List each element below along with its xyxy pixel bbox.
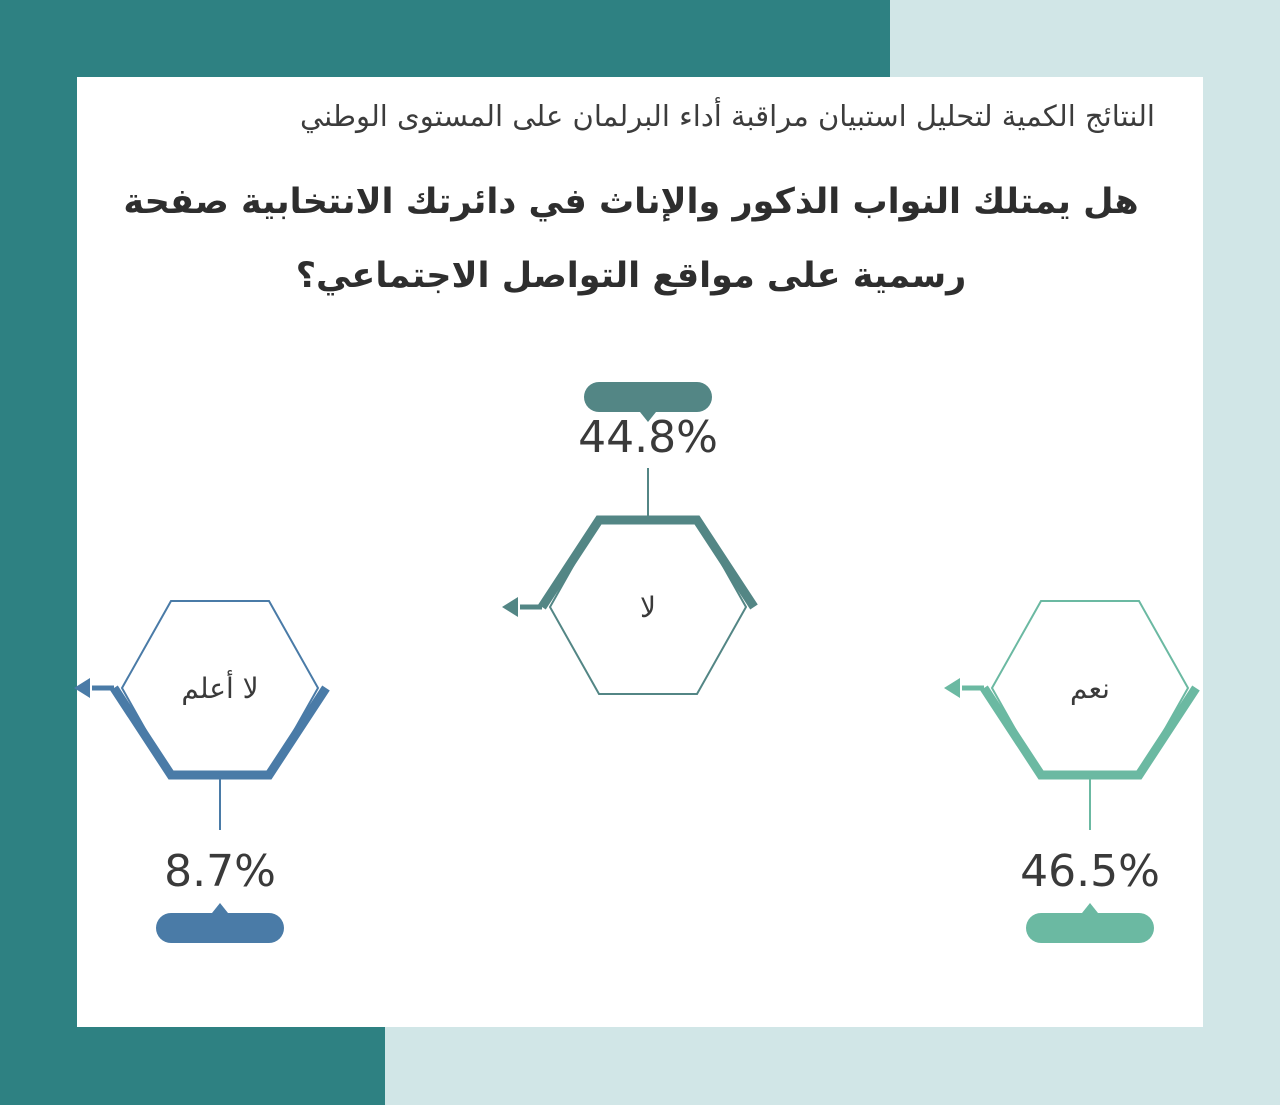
pill-pointer-2 [212, 903, 228, 913]
hexagon-band-0 [980, 685, 1200, 780]
background-bottom-band [0, 1027, 385, 1105]
category-label-1: لا [640, 591, 656, 624]
background-top-band [0, 0, 890, 78]
infographic-card: النتائج الكمية لتحليل استبيان مراقبة أدا… [77, 77, 1203, 1027]
value-label-2: 8.7% [164, 846, 276, 897]
value-pill-2 [156, 913, 284, 943]
value-pill-1 [584, 382, 712, 412]
pill-pointer-0 [1082, 903, 1098, 913]
background-left-band [0, 0, 77, 1105]
arrow-head-2 [74, 678, 90, 698]
value-label-0: 46.5% [1020, 846, 1160, 897]
hexagon-band-2 [110, 685, 330, 780]
chart-subtitle: النتائج الكمية لتحليل استبيان مراقبة أدا… [299, 99, 1155, 133]
arrow-head-1 [502, 597, 518, 617]
hexagon-band-1 [538, 515, 758, 610]
category-label-0: نعم [1070, 672, 1110, 705]
value-pill-0 [1026, 913, 1154, 943]
pill-pointer-1 [640, 412, 656, 422]
chart-title: هل يمتلك النواب الذكور والإناث في دائرتك… [123, 182, 1139, 296]
arrow-head-0 [944, 678, 960, 698]
category-label-2: لا أعلم [181, 669, 258, 705]
